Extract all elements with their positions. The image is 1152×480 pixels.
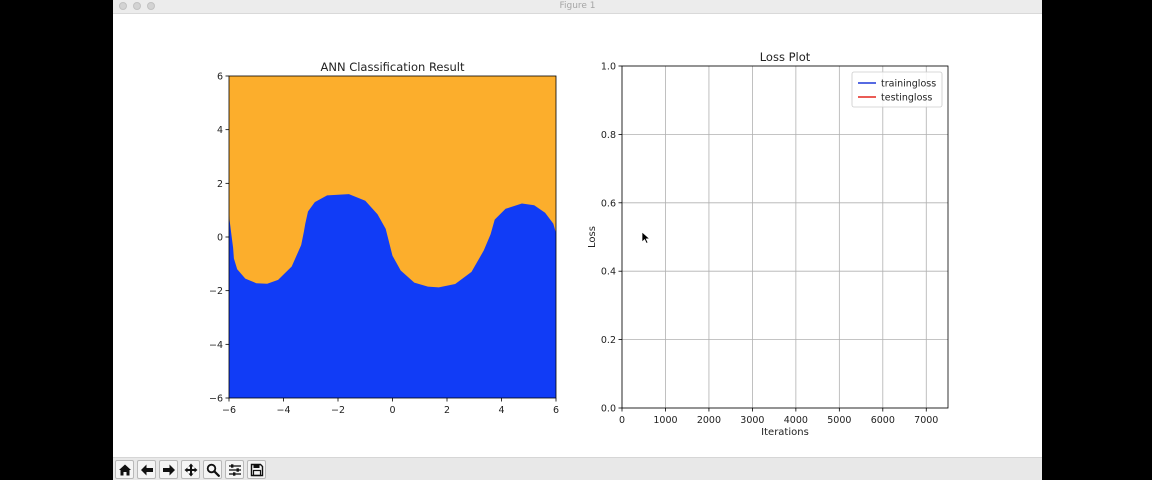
move-icon: [184, 463, 197, 476]
forward-button[interactable]: [159, 460, 178, 479]
x-tick-label: 0: [619, 415, 625, 426]
sliders-icon: [228, 463, 241, 476]
x-tick-label: 7000: [914, 415, 938, 426]
save-button[interactable]: [247, 460, 266, 479]
x-tick-label: 4000: [784, 415, 808, 426]
title-bar[interactable]: Figure 1: [113, 0, 1042, 14]
y-tick-label: 0.6: [601, 198, 616, 209]
y-tick-label: 0: [217, 233, 223, 244]
arrow-right-icon: [162, 464, 175, 475]
x-tick-label: 4: [498, 405, 504, 416]
y-tick-label: 1.0: [601, 62, 616, 73]
x-tick-label: 2000: [697, 415, 721, 426]
x-tick-label: 3000: [740, 415, 764, 426]
home-icon: [118, 464, 131, 475]
zoom-button[interactable]: [203, 460, 222, 479]
x-tick-label: 6: [553, 405, 559, 416]
x-tick-label: 6000: [871, 415, 895, 426]
configure-subplots-button[interactable]: [225, 460, 244, 479]
region-class-a: [229, 76, 556, 288]
back-button[interactable]: [137, 460, 156, 479]
mouse-pointer-icon: [641, 231, 651, 244]
y-tick-label: 2: [217, 179, 223, 190]
x-axis-label: Iterations: [761, 427, 809, 438]
y-tick-label: −6: [209, 394, 223, 405]
figure-canvas[interactable]: ANN Classification Result −6 −4 −2 0 2 4 6 −6 −4 −…: [113, 14, 1042, 457]
arrow-left-icon: [140, 464, 153, 475]
home-button[interactable]: [115, 460, 134, 479]
y-tick-label: 0.2: [601, 335, 616, 346]
loss-chart-title: Loss Plot: [760, 50, 811, 64]
y-tick-label: 0.0: [601, 404, 616, 415]
minimize-window-button[interactable]: [133, 2, 141, 10]
y-tick-label: 4: [217, 125, 223, 136]
x-tick-label: 5000: [827, 415, 851, 426]
classification-chart-title: ANN Classification Result: [320, 60, 464, 74]
legend-label: testingloss: [881, 93, 932, 104]
y-tick-label: 0.8: [601, 130, 616, 141]
x-tick-label: −6: [222, 405, 236, 416]
figure-window: Figure 1 ANN Classification Result −6 −4 −2…: [113, 0, 1042, 480]
zoom-window-button[interactable]: [147, 2, 155, 10]
magnifier-icon: [206, 463, 220, 477]
y-tick-label: 0.4: [601, 267, 616, 278]
legend-label: trainingloss: [881, 79, 936, 90]
y-tick-label: 6: [217, 72, 223, 83]
loss-axes-frame: [621, 65, 949, 409]
y-tick-label: −2: [209, 286, 223, 297]
pan-button[interactable]: [181, 460, 200, 479]
y-axis-label: Loss: [587, 226, 598, 248]
loss-plot-background: [622, 66, 948, 408]
x-tick-label: 0: [389, 405, 395, 416]
close-window-button[interactable]: [119, 2, 127, 10]
y-tick-label: −4: [209, 340, 223, 351]
window-title: Figure 1: [559, 1, 596, 11]
x-tick-label: 1000: [653, 415, 677, 426]
floppy-disk-icon: [250, 463, 263, 476]
x-tick-label: −4: [276, 405, 290, 416]
x-tick-label: −2: [331, 405, 345, 416]
legend-box: [851, 71, 943, 108]
navigation-toolbar: [113, 457, 1042, 480]
x-tick-label: 2: [444, 405, 450, 416]
